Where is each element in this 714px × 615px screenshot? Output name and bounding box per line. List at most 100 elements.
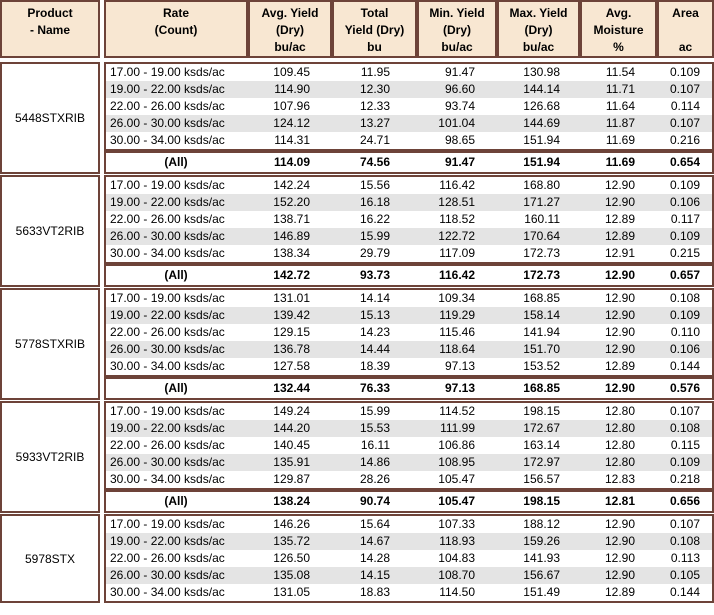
value-cell-area: 0.656: [669, 494, 700, 508]
value-cell-avg: 132.44: [273, 381, 310, 395]
value-cell-moist: 12.90: [604, 551, 635, 565]
table-row: 19.00 - 22.00 ksds/ac 152.20 16.18 128.51 17…: [106, 194, 712, 211]
value-cell-min: 122.72: [438, 229, 475, 243]
value-cell-max: 172.97: [523, 455, 560, 469]
value-cell-min: 108.95: [438, 455, 475, 469]
value-cell-avg: 136.78: [273, 342, 310, 356]
value-cell-total: 14.14: [359, 291, 390, 305]
value-cell-area: 0.576: [669, 381, 700, 395]
value-cell-min: 118.93: [439, 534, 475, 548]
product-name-cell: 5978STX: [0, 514, 100, 603]
value-cell-max: 172.73: [523, 268, 560, 282]
value-cell-max: 158.14: [523, 308, 560, 322]
table-row: 17.00 - 19.00 ksds/ac 142.24 15.56 116.42 16…: [106, 177, 712, 194]
value-cell-area: 0.108: [669, 534, 700, 548]
value-cell-avg: 127.58: [273, 359, 310, 373]
value-cell-moist: 12.90: [604, 517, 635, 531]
rate-range-cell: 26.00 - 30.00 ksds/ac: [110, 455, 225, 469]
value-cell-area: 0.215: [669, 246, 700, 260]
table-row: 30.00 - 34.00 ksds/ac 131.05 18.83 114.50 15…: [106, 584, 712, 601]
value-cell-moist: 12.89: [604, 359, 635, 373]
value-cell-max: 156.57: [523, 472, 560, 486]
value-cell-max: 188.12: [523, 517, 560, 531]
value-cell-moist: 11.69: [605, 155, 635, 169]
rate-range-cell: 17.00 - 19.00 ksds/ac: [110, 65, 225, 79]
product-block: 5933VT2RIB 17.00 - 19.00 ksds/ac 149.24 15.…: [0, 401, 714, 513]
value-cell-total: 14.67: [359, 534, 390, 548]
subtotal-box: (All) 114.09 74.56 91.47 151.94 11.69 0.654: [104, 151, 714, 174]
value-cell-max: 126.68: [523, 99, 560, 113]
value-cell-min: 117.09: [439, 246, 475, 260]
value-cell-avg: 135.91: [273, 455, 310, 469]
column-header-line: Moisture: [593, 23, 644, 37]
rate-rows-box: 17.00 - 19.00 ksds/ac 142.24 15.56 116.42 16…: [104, 175, 714, 264]
value-cell-min: 98.65: [444, 133, 475, 147]
table-row: 26.00 - 30.00 ksds/ac 124.12 13.27 101.04 14…: [106, 115, 712, 132]
value-cell-avg: 142.24: [273, 178, 310, 192]
rate-range-cell: 26.00 - 30.00 ksds/ac: [110, 568, 225, 582]
value-cell-total: 76.33: [359, 381, 390, 395]
table-row: 22.00 - 26.00 ksds/ac 107.96 12.33 93.74 126…: [106, 98, 712, 115]
value-cell-moist: 11.87: [605, 116, 635, 130]
value-cell-moist: 12.80: [604, 404, 635, 418]
subtotal-box: (All) 132.44 76.33 97.13 168.85 12.90 0.576: [104, 377, 714, 400]
product-name-cell: 5933VT2RIB: [0, 401, 100, 513]
rate-rows-box: 17.00 - 19.00 ksds/ac 131.01 14.14 109.34 16…: [104, 288, 714, 377]
value-cell-total: 16.11: [360, 438, 390, 452]
rate-range-cell: 30.00 - 34.00 ksds/ac: [110, 359, 225, 373]
value-cell-area: 0.117: [670, 212, 700, 226]
value-cell-min: 104.83: [438, 551, 475, 565]
value-cell-total: 74.56: [359, 155, 390, 169]
value-cell-area: 0.114: [670, 99, 700, 113]
value-cell-moist: 11.54: [605, 65, 635, 79]
rate-range-cell: 17.00 - 19.00 ksds/ac: [110, 517, 225, 531]
table-row: 22.00 - 26.00 ksds/ac 138.71 16.22 118.52 16…: [106, 211, 712, 228]
product-block: 5633VT2RIB 17.00 - 19.00 ksds/ac 142.24 15.…: [0, 175, 714, 287]
value-cell-max: 159.26: [523, 534, 560, 548]
value-cell-max: 130.98: [523, 65, 560, 79]
value-cell-moist: 12.80: [604, 421, 635, 435]
column-header-line: Total: [360, 6, 389, 20]
value-cell-moist: 12.80: [604, 438, 635, 452]
value-cell-moist: 12.90: [604, 325, 635, 339]
value-cell-moist: 12.90: [604, 568, 635, 582]
value-cell-max: 172.67: [523, 421, 560, 435]
value-cell-moist: 11.64: [605, 99, 635, 113]
value-cell-max: 170.64: [523, 229, 560, 243]
subtotal-row: (All) 132.44 76.33 97.13 168.85 12.90 0.576: [106, 379, 712, 398]
value-cell-max: 168.85: [523, 291, 560, 305]
value-cell-moist: 11.69: [605, 133, 635, 147]
value-cell-min: 93.74: [444, 99, 475, 113]
column-header-line: (Count): [154, 23, 198, 37]
table-row: 30.00 - 34.00 ksds/ac 129.87 28.26 105.47 15…: [106, 471, 712, 488]
subtotal-label: (All): [164, 494, 188, 508]
value-cell-moist: 12.90: [604, 342, 635, 356]
value-cell-area: 0.109: [669, 229, 700, 243]
value-cell-max: 172.73: [523, 246, 560, 260]
column-header-line: bu/ac: [441, 40, 473, 54]
product-name: 5778STXRIB: [14, 337, 86, 351]
value-cell-min: 101.04: [438, 116, 475, 130]
value-cell-total: 15.64: [359, 517, 390, 531]
value-cell-min: 107.33: [438, 517, 475, 531]
column-header-line: ac: [678, 40, 693, 54]
value-cell-min: 118.52: [439, 212, 475, 226]
value-cell-area: 0.107: [669, 517, 700, 531]
table-row: 26.00 - 30.00 ksds/ac 135.91 14.86 108.95 17…: [106, 454, 712, 471]
value-cell-total: 15.99: [359, 229, 390, 243]
rate-range-cell: 19.00 - 22.00 ksds/ac: [110, 534, 225, 548]
column-header-line: Rate: [162, 6, 189, 20]
rate-range-cell: 17.00 - 19.00 ksds/ac: [110, 404, 225, 418]
column-header-line: Avg. Yield: [261, 6, 319, 20]
value-cell-area: 0.109: [669, 178, 700, 192]
value-cell-avg: 138.24: [273, 494, 310, 508]
subtotal-box: (All) 142.72 93.73 116.42 172.73 12.90 0.657: [104, 264, 714, 287]
value-cell-total: 15.13: [359, 308, 390, 322]
value-cell-max: 144.69: [523, 116, 560, 130]
column-header-rate: Rate (Count): [104, 0, 248, 58]
subtotal-label: (All): [164, 155, 188, 169]
value-cell-area: 0.109: [669, 455, 700, 469]
value-cell-avg: 129.87: [273, 472, 310, 486]
rate-range-cell: 26.00 - 30.00 ksds/ac: [110, 342, 225, 356]
value-cell-min: 97.13: [444, 359, 475, 373]
